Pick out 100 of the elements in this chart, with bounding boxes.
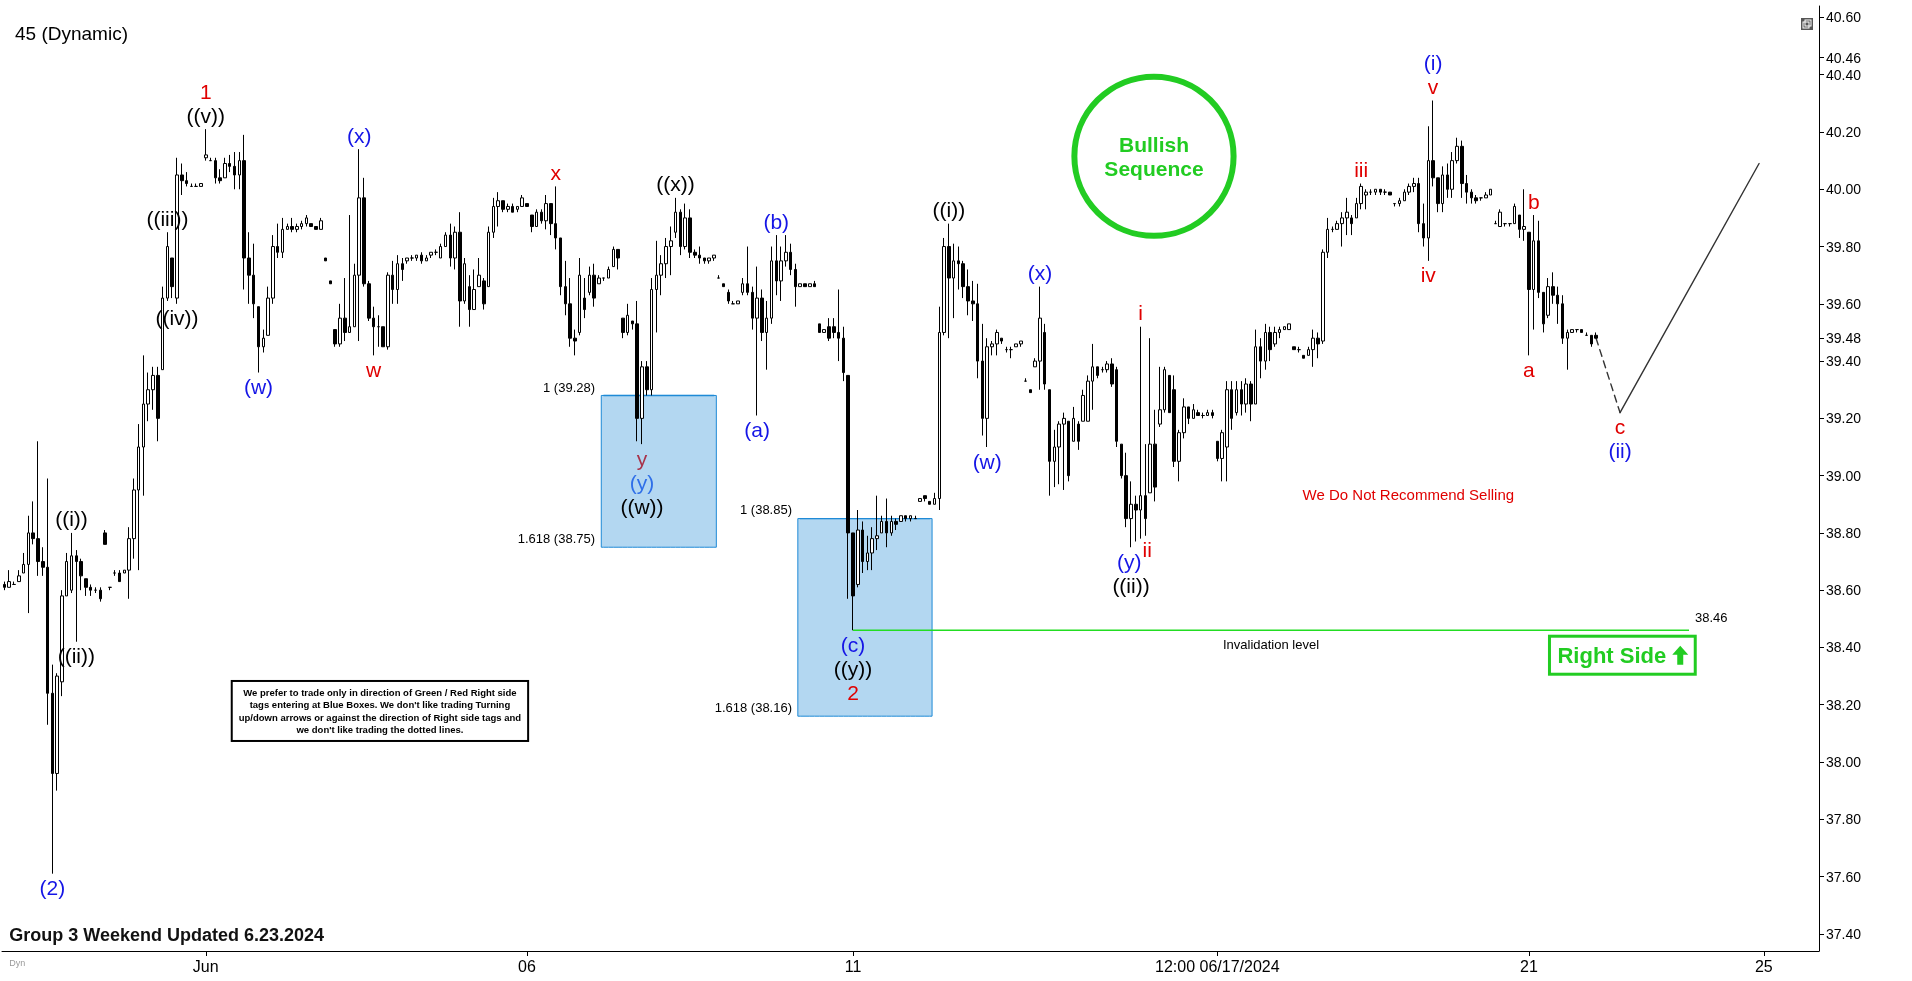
annotation: (c) (840, 632, 866, 656)
annotation: (i) (1423, 51, 1443, 74)
candlestick (1235, 380, 1238, 416)
candlestick (1029, 389, 1032, 394)
candlestick (1374, 188, 1377, 196)
candlestick (1096, 366, 1099, 379)
annotation: ((v)) (186, 103, 225, 127)
y-tick-label: 37.40 (1826, 925, 1862, 942)
candlestick (559, 237, 562, 296)
annotation: y (636, 446, 648, 470)
candlestick (1498, 208, 1502, 227)
candlestick (281, 217, 284, 259)
annotation: (y) (1117, 549, 1142, 573)
y-tick-label: 38.60 (1826, 582, 1862, 599)
candlestick (262, 329, 265, 353)
candlestick (1144, 443, 1147, 537)
y-tick-label: 40.60 (1826, 9, 1862, 26)
x-tick-label: 25 (1754, 957, 1773, 975)
candlestick (741, 277, 744, 296)
x-tick-label: 11 (844, 957, 862, 975)
candlestick (1388, 191, 1392, 196)
ref-line-label: 38.46 (1695, 609, 1728, 625)
y-tick-label: 39.80 (1826, 238, 1862, 255)
annotation: w (364, 357, 382, 381)
candlestick (1206, 409, 1209, 416)
candlestick (1287, 323, 1291, 331)
candlestick (1077, 420, 1080, 451)
text: 45 (Dynamic) (15, 23, 128, 44)
candlestick (1513, 203, 1516, 225)
annotation: x (550, 160, 562, 184)
annotation: (a) (744, 418, 770, 441)
candlestick (1292, 346, 1296, 351)
candlestick (583, 277, 586, 319)
candlestick (1302, 354, 1305, 359)
candlestick (770, 246, 773, 325)
annotation: c (1614, 415, 1626, 439)
y-tick-label: 39.48 (1826, 330, 1862, 347)
candlestick (1048, 389, 1051, 497)
annotation: 1.618 (38.16) (714, 699, 793, 715)
candlestick (1580, 329, 1583, 333)
annotation: (b) (763, 209, 790, 233)
candlestick (233, 151, 236, 190)
candlestick (842, 326, 845, 382)
candlestick (429, 251, 433, 259)
candlestick (674, 197, 677, 239)
annotation: ((i)) (932, 198, 966, 222)
candlestick (933, 492, 936, 505)
x-tick-label: Jun (192, 957, 219, 975)
y-tick-label: 39.40 (1826, 353, 1862, 370)
annotation: ((x)) (656, 172, 695, 196)
candlestick (578, 257, 581, 336)
candlestick (607, 266, 610, 279)
candlestick (1158, 366, 1162, 428)
candlestick (616, 248, 620, 270)
y-tick-label: 38.40 (1826, 639, 1862, 656)
annotation: Right Side (1557, 642, 1667, 668)
candlestick (928, 500, 931, 505)
annotation: Group 3 Weekend Updated 6.23.2024 (9, 924, 325, 945)
candlestick (84, 578, 88, 597)
candlestick (118, 569, 121, 583)
annotation: ((i)) (55, 507, 88, 531)
y-tick-label: 39.60 (1826, 295, 1862, 312)
candlestick (199, 183, 203, 187)
annotation: a (1523, 357, 1536, 381)
candlestick (439, 243, 442, 259)
annotation: (x) (346, 123, 372, 147)
annotation: b (1527, 189, 1540, 213)
annotation: 1.618 (38.75) (517, 530, 596, 546)
candlestick (1259, 337, 1262, 379)
candlestick (22, 552, 25, 574)
candlestick (1522, 188, 1526, 242)
candlestick (727, 289, 730, 305)
text: Dyn (9, 958, 26, 969)
candlestick (401, 257, 404, 282)
candlestick (396, 254, 399, 305)
candlestick (746, 246, 749, 296)
annotation: iii (1354, 158, 1369, 182)
annotation: i (1138, 301, 1143, 325)
annotation: ii (1142, 538, 1152, 562)
y-tick-label: 40.00 (1826, 181, 1862, 198)
annotation: (w) (972, 449, 1002, 473)
candlestick (103, 529, 107, 545)
annotation: ((w)) (620, 494, 664, 518)
y-tick-label: 38.80 (1826, 524, 1862, 541)
candlestick (324, 257, 327, 262)
candlestick (70, 532, 73, 594)
y-tick-label: 40.20 (1826, 124, 1862, 140)
candlestick (420, 251, 423, 265)
y-tick-label: 40.46 (1826, 49, 1862, 66)
annotation: (w) (243, 375, 274, 399)
annotation: 1 (199, 79, 212, 103)
annotation: Bullish Sequence (1104, 132, 1204, 180)
candlestick (257, 306, 260, 374)
candlestick (880, 515, 883, 534)
annotation: (y) (629, 470, 655, 494)
annotation: (2) (39, 876, 66, 900)
annotation: v (1427, 75, 1439, 98)
candlestick (7, 569, 11, 588)
candlestick (415, 254, 418, 262)
candlestick (99, 586, 102, 603)
